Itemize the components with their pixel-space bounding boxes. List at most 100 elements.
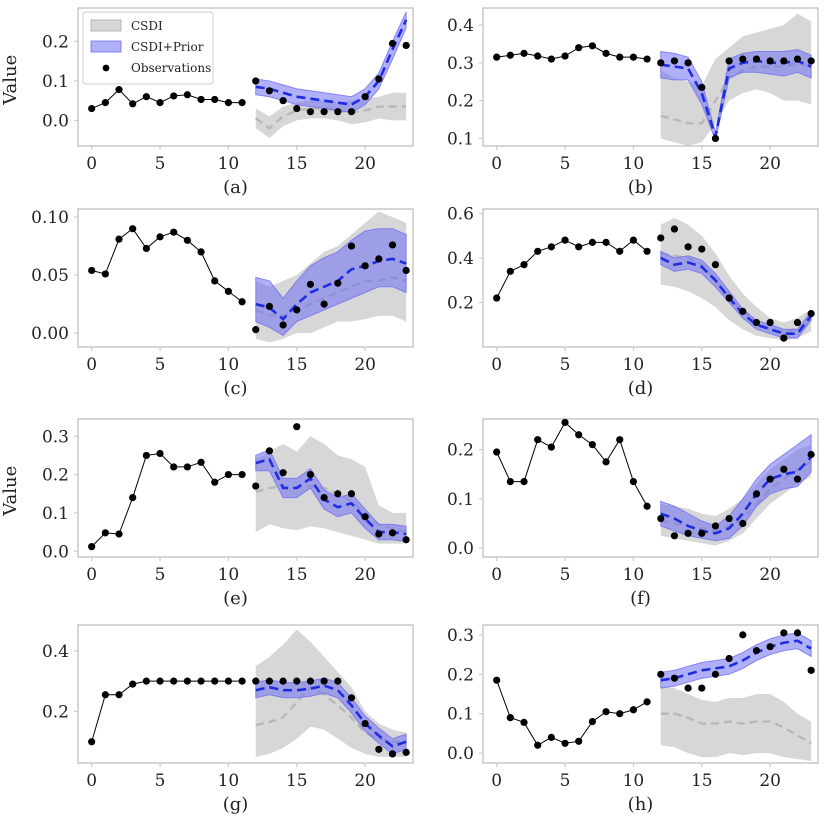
panel-caption: (f) xyxy=(630,588,651,609)
observation-point xyxy=(629,706,638,714)
observation-point xyxy=(766,318,774,327)
y-tick-label: 0.0 xyxy=(42,542,69,562)
observation-point xyxy=(156,99,164,107)
observation-point xyxy=(265,677,274,685)
observation-point xyxy=(224,677,233,685)
x-tick-label: 10 xyxy=(218,355,240,375)
legend-csdi-swatch xyxy=(90,19,122,32)
y-tick-label: 0.0 xyxy=(447,744,474,764)
observation-point xyxy=(88,104,96,113)
observation-point xyxy=(402,266,410,275)
observation-point xyxy=(602,49,610,57)
observation-point xyxy=(252,77,260,85)
observation-point xyxy=(197,248,205,256)
observation-point xyxy=(375,255,383,263)
x-tick-label: 0 xyxy=(86,355,97,375)
observation-point xyxy=(711,670,720,678)
observation-point xyxy=(129,680,137,688)
observation-point xyxy=(170,463,178,471)
observation-point xyxy=(534,436,542,444)
observation-point xyxy=(711,261,720,269)
y-tick-label: 0.2 xyxy=(447,293,474,313)
x-tick-label: 15 xyxy=(691,771,713,791)
observation-point xyxy=(547,443,555,451)
chart-panel-5: 0 5 10 15 20 0.0 0.1 0.2 0.3 (e) Value xyxy=(0,418,414,609)
observation-point xyxy=(306,108,315,116)
y-axis-label: Value xyxy=(0,55,21,106)
observation-point xyxy=(602,238,610,246)
observation-point xyxy=(101,270,109,278)
observation-point xyxy=(347,490,356,498)
y-tick-label: 0.1 xyxy=(447,705,474,725)
observation-point xyxy=(183,677,191,685)
x-tick-label: 0 xyxy=(86,771,97,791)
x-tick-label: 5 xyxy=(560,355,571,375)
chart-panel-6: 0 5 10 15 20 0.0 0.1 0.2 (f) xyxy=(447,418,819,609)
observation-point xyxy=(752,647,761,655)
observation-point xyxy=(657,670,665,678)
chart-panel-7: 0 5 10 15 20 0.2 0.4 (g) xyxy=(42,624,414,815)
y-tick-label: 0.05 xyxy=(31,266,69,286)
observation-point xyxy=(561,739,569,747)
y-tick-label: 0.0 xyxy=(42,111,69,131)
observation-point xyxy=(575,431,583,439)
x-tick-label: 20 xyxy=(759,771,781,791)
observation-point xyxy=(698,684,706,692)
chart-panel-8: 0 5 10 15 20 0.0 0.1 0.2 0.3 (h) xyxy=(447,624,819,815)
y-tick-label: 0.10 xyxy=(31,208,69,228)
x-tick-label: 15 xyxy=(691,154,713,174)
observation-point xyxy=(534,741,542,749)
legend-csdi-prior-swatch xyxy=(90,40,122,53)
observation-point xyxy=(670,674,679,682)
observation-point xyxy=(88,266,96,275)
observation-point xyxy=(320,108,328,116)
observation-point xyxy=(588,441,596,449)
observation-point xyxy=(520,261,528,269)
x-tick-label: 15 xyxy=(691,355,713,375)
x-tick-label: 0 xyxy=(86,154,97,174)
y-tick-label: 0.3 xyxy=(42,427,69,447)
observation-point xyxy=(780,465,788,473)
observation-point xyxy=(506,477,514,486)
observation-point xyxy=(725,514,733,523)
x-tick-label: 15 xyxy=(286,565,308,585)
x-tick-label: 20 xyxy=(354,355,376,375)
csdi-prior-median-line xyxy=(255,684,407,748)
observation-point xyxy=(293,104,301,113)
x-tick-label: 0 xyxy=(491,154,502,174)
chart-panel-3: 0 5 10 15 20 0.00 0.05 0.10 (c) xyxy=(31,208,414,399)
observation-point xyxy=(238,298,246,306)
x-tick-label: 20 xyxy=(354,771,376,791)
observation-point xyxy=(602,708,610,716)
observation-point xyxy=(142,451,150,460)
observation-point xyxy=(711,522,720,530)
observation-point xyxy=(643,55,651,63)
observation-point xyxy=(402,748,410,756)
observation-point xyxy=(252,677,260,685)
y-axis-label: Value xyxy=(0,466,21,517)
observation-point xyxy=(520,49,528,57)
observation-point xyxy=(170,228,178,236)
x-tick-label: 15 xyxy=(286,355,308,375)
csdi-prior-median-line xyxy=(660,639,812,682)
observation-point xyxy=(306,470,315,479)
chart-panel-2: 0 5 10 15 20 0.1 0.2 0.3 0.4 (b) xyxy=(447,7,819,198)
observation-point xyxy=(88,543,96,551)
x-tick-label: 5 xyxy=(155,154,166,174)
x-tick-label: 20 xyxy=(759,355,781,375)
observation-point xyxy=(534,247,542,255)
observation-point xyxy=(142,244,150,253)
observation-point xyxy=(211,677,219,685)
panel-caption: (c) xyxy=(223,378,247,399)
panel-caption: (g) xyxy=(223,794,249,815)
observation-point xyxy=(643,502,651,510)
observation-point xyxy=(279,677,287,685)
observation-point xyxy=(279,469,287,477)
observation-point xyxy=(561,418,569,427)
observation-point xyxy=(657,514,665,523)
observation-point xyxy=(807,666,815,674)
x-tick-label: 10 xyxy=(623,771,645,791)
observation-point xyxy=(265,302,274,311)
observation-point xyxy=(711,134,720,143)
csdi-prior-median-line xyxy=(660,256,813,335)
